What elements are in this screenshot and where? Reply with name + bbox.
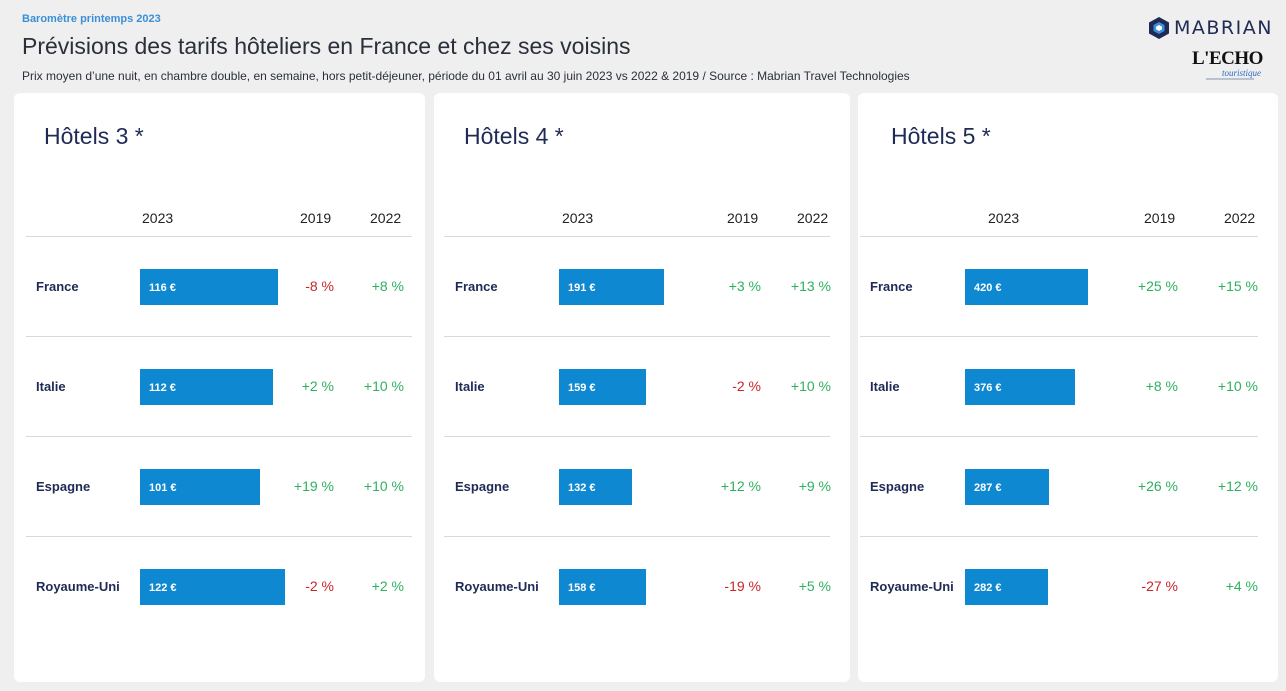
variation-2019: +8 % [1145, 378, 1178, 394]
bar: 376 € [965, 369, 1075, 405]
bar: 282 € [965, 569, 1048, 605]
variation-2022: +13 % [790, 278, 831, 294]
variation-2019: -8 % [305, 278, 334, 294]
mabrian-hexagon-icon [1149, 17, 1169, 39]
bar: 116 € [140, 269, 278, 305]
mabrian-logo-text: MABRIAN [1174, 17, 1273, 39]
bar: 159 € [559, 369, 646, 405]
echo-logo-text: L'ECHO [1192, 48, 1263, 69]
kicker: Baromètre printemps 2023 [22, 13, 161, 25]
variation-2022: +2 % [371, 578, 404, 594]
bar-value-label: 132 € [568, 482, 596, 494]
echo-logo-subtext: touristique [1222, 68, 1262, 78]
page-title: Prévisions des tarifs hôteliers en Franc… [22, 33, 631, 59]
row-divider [860, 236, 1258, 237]
variation-2019: +12 % [720, 478, 761, 494]
country-label: Espagne [36, 479, 91, 494]
chart-title: Hôtels 3 * [44, 123, 144, 149]
country-label: Espagne [870, 479, 925, 494]
variation-2022: +10 % [1217, 378, 1258, 394]
variation-2022: +10 % [790, 378, 831, 394]
bar-value-label: 191 € [568, 282, 596, 294]
variation-2019: +2 % [301, 378, 334, 394]
variation-2022: +10 % [363, 378, 404, 394]
variation-2022: +8 % [371, 278, 404, 294]
bar-value-label: 122 € [149, 582, 177, 594]
column-header: 2023 [142, 210, 174, 226]
country-label: Italie [455, 379, 485, 394]
bar-value-label: 159 € [568, 382, 596, 394]
bar: 287 € [965, 469, 1049, 505]
bar-value-label: 287 € [974, 482, 1002, 494]
chart-panel: Hôtels 4 * 2023 2019 2022 France 191 € +3 % +13… [434, 93, 850, 682]
bar: 122 € [140, 569, 285, 605]
variation-2019: -2 % [305, 578, 334, 594]
column-header: 2019 [1144, 210, 1176, 226]
mabrian-logo: MABRIAN [1148, 16, 1273, 40]
column-header: 2022 [797, 210, 829, 226]
row-divider [26, 236, 412, 237]
chart-title: Hôtels 5 * [891, 123, 991, 149]
bar: 112 € [140, 369, 273, 405]
row-divider [444, 436, 830, 437]
column-header: 2022 [370, 210, 402, 226]
variation-2022: +4 % [1225, 578, 1258, 594]
bar-value-label: 376 € [974, 382, 1002, 394]
echo-logo: L'ECHO touristique [1192, 48, 1272, 82]
bar: 101 € [140, 469, 260, 505]
column-header: 2019 [300, 210, 332, 226]
row-divider [444, 236, 830, 237]
chart-title: Hôtels 4 * [464, 123, 564, 149]
row-divider [860, 436, 1258, 437]
column-header: 2022 [1224, 210, 1256, 226]
variation-2019: -27 % [1141, 578, 1178, 594]
country-label: Royaume-Uni [870, 579, 954, 594]
bar: 132 € [559, 469, 632, 505]
echo-logo-underline [1206, 78, 1254, 80]
bar: 191 € [559, 269, 664, 305]
row-divider [444, 336, 830, 337]
country-label: Italie [870, 379, 900, 394]
bar-value-label: 112 € [149, 382, 176, 394]
row-divider [26, 536, 412, 537]
variation-2019: +3 % [728, 278, 761, 294]
row-divider [860, 336, 1258, 337]
country-label: Royaume-Uni [36, 579, 120, 594]
country-label: Espagne [455, 479, 510, 494]
bar-value-label: 282 € [974, 582, 1002, 594]
variation-2019: -2 % [732, 378, 761, 394]
country-label: Royaume-Uni [455, 579, 539, 594]
country-label: France [870, 279, 913, 294]
chart-panel: Hôtels 3 * 2023 2019 2022 France 116 € -8 % +8 … [14, 93, 425, 682]
variation-2019: +25 % [1137, 278, 1178, 294]
row-divider [860, 536, 1258, 537]
bar-value-label: 101 € [149, 482, 177, 494]
bar-value-label: 158 € [568, 582, 596, 594]
bar: 158 € [559, 569, 646, 605]
chart-panel: Hôtels 5 * 2023 2019 2022 France 420 € +25 % +1… [858, 93, 1278, 682]
variation-2022: +9 % [798, 478, 831, 494]
variation-2022: +10 % [363, 478, 404, 494]
bar-value-label: 116 € [149, 282, 176, 294]
column-header: 2023 [562, 210, 594, 226]
variation-2022: +15 % [1217, 278, 1258, 294]
row-divider [26, 336, 412, 337]
column-header: 2023 [988, 210, 1020, 226]
variation-2019: +26 % [1137, 478, 1178, 494]
country-label: France [455, 279, 498, 294]
variation-2019: -19 % [724, 578, 761, 594]
country-label: France [36, 279, 79, 294]
column-header: 2019 [727, 210, 759, 226]
bar: 420 € [965, 269, 1088, 305]
variation-2022: +12 % [1217, 478, 1258, 494]
row-divider [444, 536, 830, 537]
variation-2019: +19 % [293, 478, 334, 494]
country-label: Italie [36, 379, 66, 394]
bar-value-label: 420 € [974, 282, 1002, 294]
variation-2022: +5 % [798, 578, 831, 594]
page-subtitle: Prix moyen d’une nuit, en chambre double… [22, 69, 910, 83]
row-divider [26, 436, 412, 437]
